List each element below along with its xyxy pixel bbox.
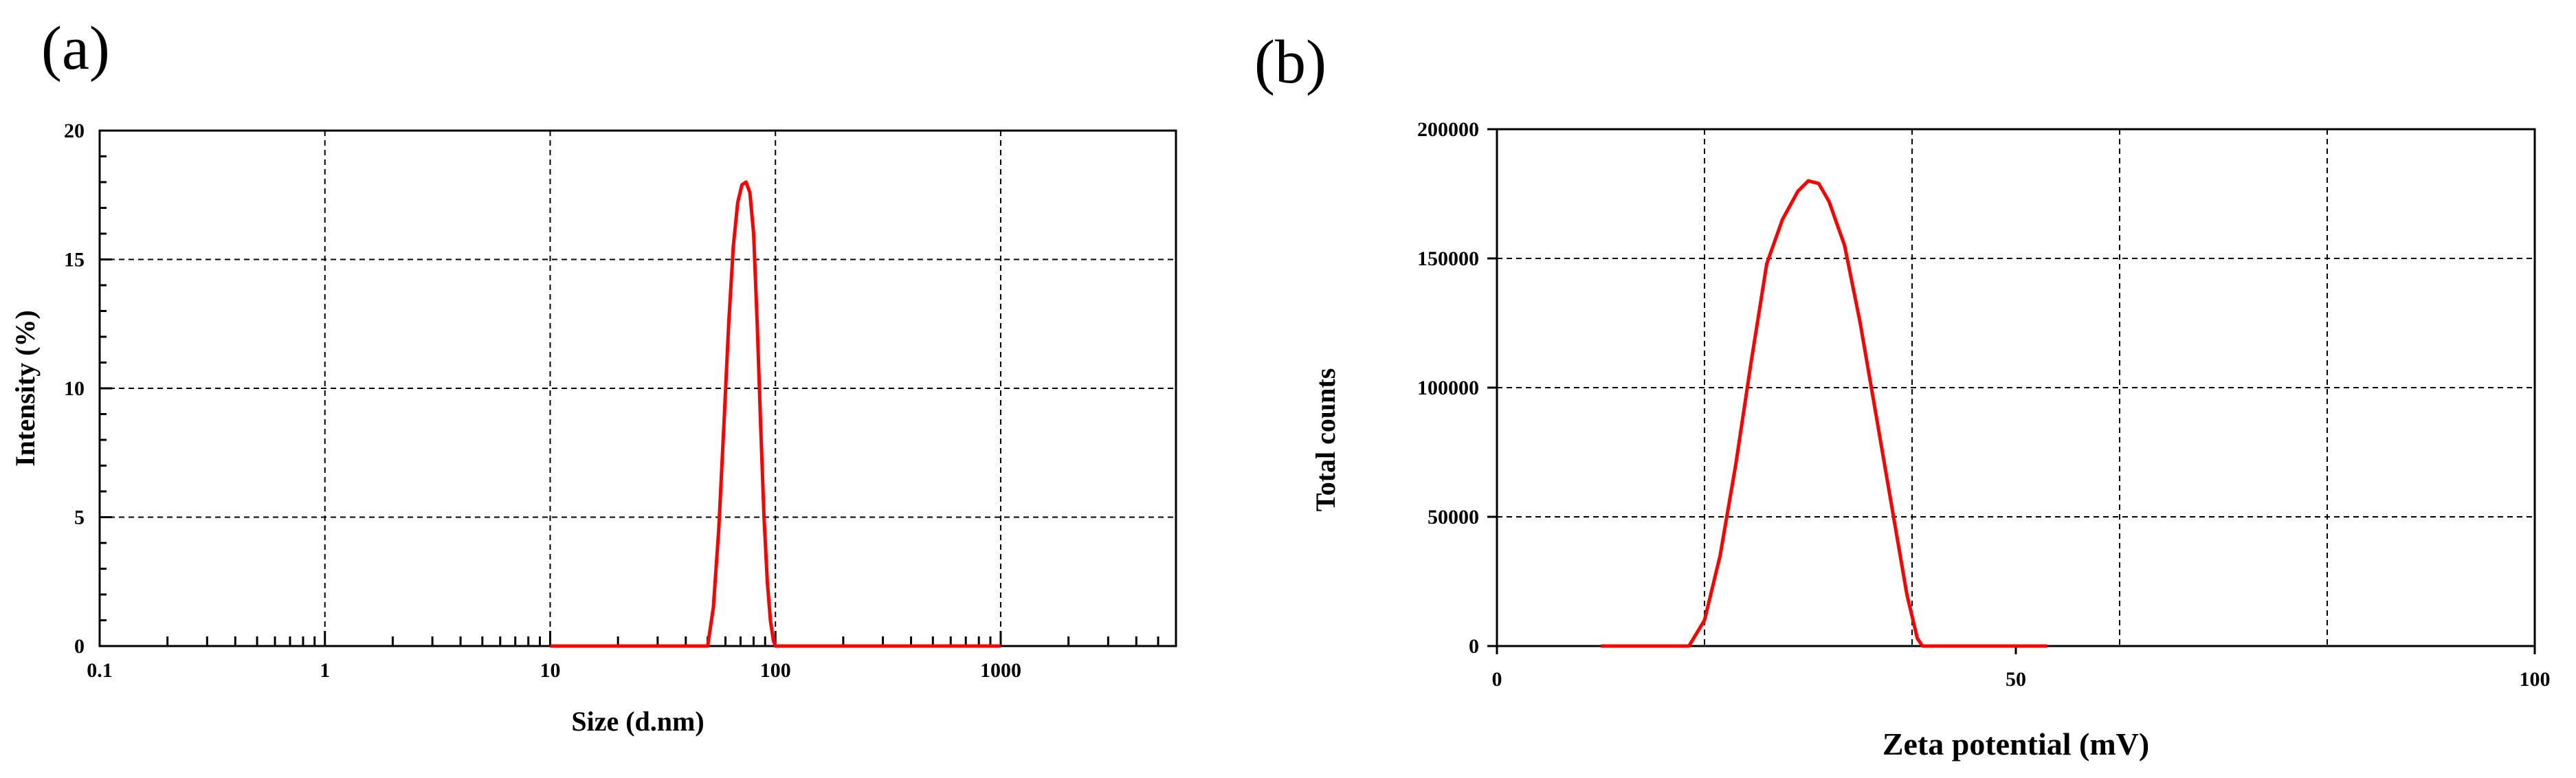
panel-a-y-tick-label: 20 bbox=[64, 120, 85, 142]
panel-b-y-tick-label: 150000 bbox=[1417, 247, 1479, 270]
panel-a-x-tick-label: 1 bbox=[320, 659, 330, 682]
panel-b-label: (b) bbox=[1254, 28, 1326, 96]
panel-a-y-tick-label: 10 bbox=[64, 377, 85, 400]
panel-a-size-distribution: (a) 0.1 1 10 100 1000 0 5 10 15 20 Size (d.nm) I… bbox=[10, 14, 1177, 737]
panel-b-y-axis-label: Total counts bbox=[1310, 368, 1341, 512]
panel-a-x-tick-label: 100 bbox=[760, 659, 791, 682]
panel-a-y-tick-label: 5 bbox=[74, 507, 85, 529]
panel-b-x-tick-label: 0 bbox=[1492, 668, 1502, 691]
panel-b-y-tick-label: 100000 bbox=[1417, 377, 1479, 399]
panel-a-y-tick-labels: 0 5 10 15 20 bbox=[64, 120, 85, 658]
panel-b-y-tick-label: 50000 bbox=[1428, 506, 1479, 529]
panel-b-x-tick-label: 50 bbox=[2006, 668, 2026, 691]
panel-b-y-tick-labels: 0 50000 100000 150000 200000 bbox=[1417, 118, 1479, 658]
panel-a-x-tick-label: 1000 bbox=[980, 659, 1021, 682]
panel-a-x-axis-label: Size (d.nm) bbox=[571, 706, 704, 737]
panel-a-size-curve bbox=[550, 180, 1001, 648]
panel-b-grid bbox=[1497, 129, 2535, 646]
panel-a-x-tick-label: 0.1 bbox=[87, 659, 113, 682]
panel-a-y-tick-label: 15 bbox=[64, 249, 85, 271]
panel-b-x-axis-label: Zeta potential (mV) bbox=[1883, 726, 2149, 762]
panel-b-x-tick-label: 100 bbox=[2520, 668, 2551, 691]
panel-a-y-tick-label: 0 bbox=[74, 635, 85, 658]
panel-b-y-tick-label: 200000 bbox=[1417, 118, 1479, 141]
panel-b-y-tick-label: 0 bbox=[1469, 635, 1479, 658]
panel-a-grid bbox=[100, 130, 1176, 646]
panel-a-y-axis-label: Intensity (%) bbox=[10, 310, 41, 467]
panel-a-x-tick-labels: 0.1 1 10 100 1000 bbox=[87, 659, 1021, 682]
panel-a-label: (a) bbox=[41, 14, 110, 82]
panel-b-ticks bbox=[1487, 128, 2536, 654]
panel-b-x-tick-labels: 0 50 100 bbox=[1492, 668, 2551, 691]
panel-b-zeta-curve bbox=[1601, 179, 2047, 648]
panel-a-x-tick-label: 10 bbox=[540, 659, 560, 682]
panel-b-zeta-potential: (b) 0 50 100 0 50000 100000 150000 200000 Zeta… bbox=[1254, 28, 2551, 762]
